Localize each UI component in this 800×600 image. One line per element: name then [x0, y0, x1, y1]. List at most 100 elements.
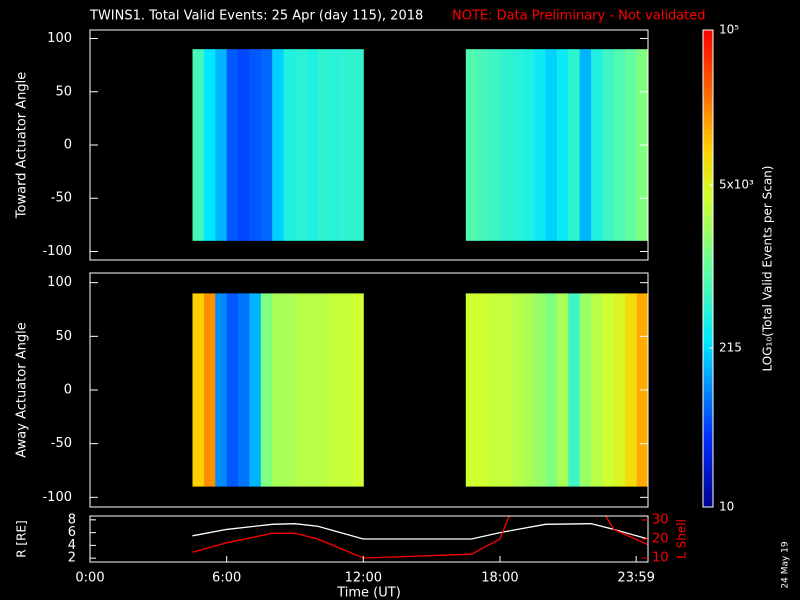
colorbar-swatch: [703, 443, 713, 448]
colorbar-swatch: [703, 177, 713, 182]
colorbar-swatch: [703, 33, 713, 39]
heatmap-cell: [602, 49, 615, 241]
heatmap-cell: [329, 49, 342, 241]
colorbar-swatch: [703, 344, 713, 349]
colorbar-swatch: [703, 491, 713, 496]
chart-title: TWINS1. Total Valid Events: 25 Apr (day …: [89, 9, 423, 24]
heatmap-cell: [215, 293, 228, 487]
colorbar-swatch: [703, 495, 713, 500]
colorbar-swatch: [703, 296, 713, 301]
colorbar-swatch: [703, 276, 713, 282]
heatmap-cell: [625, 49, 638, 241]
colorbar-swatch: [703, 157, 713, 162]
colorbar-swatch: [703, 204, 713, 210]
colorbar-swatch: [703, 359, 713, 365]
colorbar-swatch: [703, 348, 713, 353]
colorbar-swatch: [703, 216, 713, 222]
colorbar-swatch: [703, 93, 713, 99]
heatmap-cell: [249, 49, 262, 241]
heatmap-cell: [340, 293, 353, 487]
colorbar-swatch: [703, 97, 713, 103]
colorbar-swatch: [703, 49, 713, 55]
heatmap-cell: [260, 49, 273, 241]
colorbar-swatch: [703, 105, 713, 111]
heatmap-cell: [579, 293, 592, 487]
heatmap-cell: [499, 49, 512, 241]
colorbar-swatch: [703, 117, 713, 123]
colorbar-swatch: [703, 220, 713, 226]
heatmap-cell: [613, 293, 626, 487]
colorbar-swatch: [703, 320, 713, 325]
colorbar-swatch: [703, 53, 713, 59]
colorbar-swatch: [703, 316, 713, 321]
date-stamp: 24 May 19: [781, 541, 791, 589]
colorbar-swatch: [703, 351, 713, 357]
colorbar-swatch: [703, 145, 713, 150]
heatmap-cell: [272, 293, 285, 487]
colorbar-swatch: [703, 165, 713, 170]
heatmap-cell: [579, 49, 592, 241]
y-tick-label: 0: [64, 138, 72, 153]
colorbar-swatch: [703, 371, 713, 377]
colorbar-swatch: [703, 387, 713, 393]
colorbar-swatch: [703, 367, 713, 373]
colorbar-swatch: [703, 61, 713, 67]
colorbar-swatch: [703, 288, 713, 293]
colorbar-swatch: [703, 30, 713, 35]
heatmap-cell: [272, 49, 285, 241]
y2-axis-label: L Shell: [675, 519, 689, 559]
colorbar-swatch: [703, 363, 713, 369]
colorbar-swatch: [703, 256, 713, 262]
heatmap-cell: [294, 49, 307, 241]
colorbar-swatch: [703, 399, 713, 405]
colorbar-swatch: [703, 379, 713, 385]
colorbar-swatch: [703, 149, 713, 154]
colorbar-swatch: [703, 101, 713, 107]
colorbar-swatch: [703, 272, 713, 278]
y-axis-label: Away Actuator Angle: [15, 322, 30, 457]
colorbar-swatch: [703, 208, 713, 214]
x-tick-label: 6:00: [212, 571, 241, 586]
colorbar-swatch: [703, 45, 713, 51]
heatmap-cell: [329, 293, 342, 487]
x-axis-label: Time (UT): [336, 586, 401, 600]
heatmap-cell: [317, 49, 330, 241]
colorbar-swatch: [703, 232, 713, 238]
y-tick-label: 2: [68, 551, 76, 566]
x-tick-label: 18:00: [481, 571, 518, 586]
colorbar-swatch: [703, 300, 713, 305]
heatmap-cell: [215, 49, 228, 241]
colorbar-swatch: [703, 304, 713, 309]
y-axis-label: R [RE]: [15, 520, 29, 557]
y2-tick-label: 10: [652, 551, 669, 566]
colorbar-swatch: [703, 200, 713, 206]
colorbar-swatch: [703, 328, 713, 333]
colorbar-swatch: [703, 455, 713, 460]
heatmap-cell: [283, 49, 296, 241]
colorbar-swatch: [703, 192, 713, 198]
colorbar-swatch: [703, 141, 713, 146]
colorbar-swatch: [703, 503, 713, 508]
colorbar-swatch: [703, 224, 713, 230]
colorbar-swatch: [703, 471, 713, 476]
colorbar-swatch: [703, 447, 713, 452]
colorbar-swatch: [703, 403, 713, 409]
colorbar-swatch: [703, 37, 713, 43]
colorbar-swatch: [703, 77, 713, 83]
colorbar-swatch: [703, 475, 713, 480]
y-tick-label: 0: [64, 383, 72, 398]
colorbar-swatch: [703, 228, 713, 234]
colorbar-swatch: [703, 435, 713, 441]
colorbar-swatch: [703, 340, 713, 345]
heatmap-cell: [465, 49, 478, 241]
heatmap-cell: [488, 49, 501, 241]
x-tick-label: 12:00: [345, 571, 382, 586]
colorbar-swatch: [703, 85, 713, 91]
colorbar-swatch: [703, 41, 713, 47]
colorbar-swatch: [703, 133, 713, 138]
y-tick-label: -100: [42, 490, 72, 505]
y2-tick-label: 30: [652, 512, 669, 527]
heatmap-cell: [306, 49, 319, 241]
colorbar-swatch: [703, 264, 713, 270]
colorbar-swatch: [703, 196, 713, 202]
